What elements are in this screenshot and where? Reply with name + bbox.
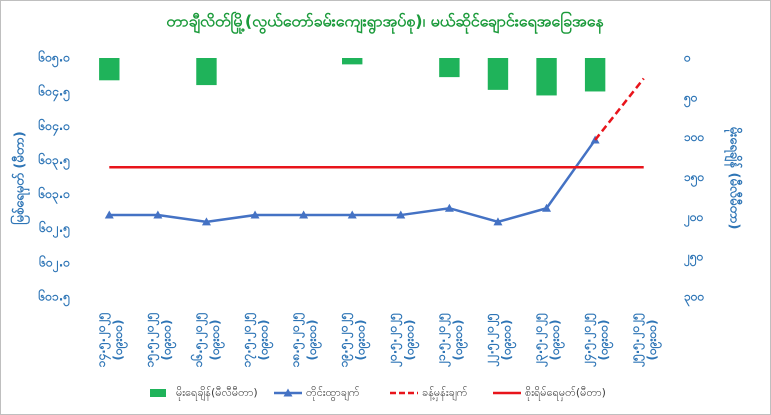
y-tick-label: ၆၀၄.၀ [37, 117, 70, 137]
y2-tick-label: ၁၅၀ [684, 170, 705, 188]
x-tick-time: (၀၉း၀၀) [208, 319, 226, 360]
legend-label: ခန့်မှန်းချက် [422, 386, 468, 401]
x-tick-label: ၂၁.၅.၂၀၂၅ [434, 313, 452, 368]
line-marker [299, 210, 309, 219]
y-tick-label: ၆၀၂.၀ [38, 253, 70, 273]
line-marker [104, 210, 114, 219]
line-marker [347, 210, 357, 219]
line-marker [153, 210, 163, 219]
line-marker [493, 217, 503, 226]
y-tick-label: ၆၀၄.၅ [37, 83, 70, 103]
rain-bar [487, 58, 509, 90]
x-tick-time: (၀၉း၀၀) [305, 319, 323, 360]
y2-tick-label: ၀ [683, 51, 691, 65]
legend-marker [283, 388, 293, 397]
x-tick-time: (၀၉း၀၀) [597, 319, 615, 360]
x-tick-label: ၁၉.၅.၂၀၂၅ [337, 312, 355, 367]
y2-tick-label: ၅၀ [683, 90, 698, 108]
line-marker [201, 217, 211, 226]
x-tick-label: ၁၅.၅.၂၀၂၅ [142, 312, 160, 367]
y2-tick-label: ၂၅၀ [683, 250, 704, 268]
y2-tick-label: ၂၀၀ [683, 210, 704, 228]
x-tick-time: (၀၉း၀၀) [402, 319, 420, 360]
rain-bar [196, 58, 217, 86]
y-axis-label: မြစ်ရေမှတ် (မီတာ) [10, 131, 31, 224]
line-marker [396, 210, 406, 219]
y2-axis-label: မိုးရေချိန် (မီလီမီတာ) [724, 127, 744, 230]
legend-label: တိုင်းထွာချက် [306, 386, 360, 401]
x-tick-label: ၂၃.၅.၂၀၂၅ [531, 313, 549, 368]
x-tick-label: ၂၅.၅.၂၀၂၅ [628, 313, 646, 368]
x-tick-time: (၀၉း၀၀) [111, 319, 129, 360]
legend-label: စိုးရိမ်ရေမှတ်(မီတာ) [525, 386, 606, 401]
x-tick-label: ၁၈.၅.၂၀၂၅ [288, 312, 306, 367]
x-tick-time: (၀၉း၀၀) [499, 319, 517, 360]
rain-bar [584, 58, 606, 92]
y2-tick-label: ၃၀၀ [684, 290, 705, 308]
rain-bar [99, 58, 120, 81]
x-tick-label: ၂၂.၅.၂၀၂၅ [482, 313, 500, 367]
x-tick-label: ၁၇.၅.၂၀၂၅ [240, 312, 258, 367]
line-marker [542, 203, 552, 212]
x-tick-label: ၁၆.၅.၂၀၂၅ [189, 312, 209, 367]
y-tick-label: ၆၀၃.၅ [37, 151, 70, 171]
line-marker [250, 210, 260, 219]
y-tick-label: ၆၀၁.၅ [37, 288, 70, 308]
y-tick-label: ၆၀၃.၀ [37, 185, 70, 205]
x-tick-time: (၀၉း၀၀) [645, 319, 663, 360]
rain-bar [536, 58, 557, 96]
y-tick-label: ၆၀၅.၀ [37, 49, 70, 69]
x-tick-time: (၀၉း၀၀) [354, 319, 372, 360]
x-tick-time: (၀၉း၀၀) [548, 319, 566, 360]
rain-bar [439, 58, 460, 78]
x-tick-time: (၀၉း၀၀) [257, 319, 275, 360]
rain-bar [342, 58, 363, 65]
y-tick-label: ၆၀၂.၅ [38, 219, 70, 239]
x-tick-label: ၂၄.၅.၂၀၂၅ [580, 313, 598, 368]
series-line [594, 77, 645, 141]
x-tick-label: ၂၀.၅.၂၀၂၅ [385, 313, 403, 368]
legend-label: မိုးရေချိန်(မီလီမီတာ) [176, 386, 258, 401]
line-marker [444, 203, 454, 212]
x-tick-time: (၀၉း၀၀) [159, 319, 177, 360]
legend-swatch [150, 389, 166, 397]
x-tick-label: ၁၄.၅.၂၀၂၅ [94, 312, 112, 367]
y2-tick-label: ၁၀၀ [684, 130, 705, 144]
x-tick-time: (၀၉း၀၀) [451, 319, 469, 360]
